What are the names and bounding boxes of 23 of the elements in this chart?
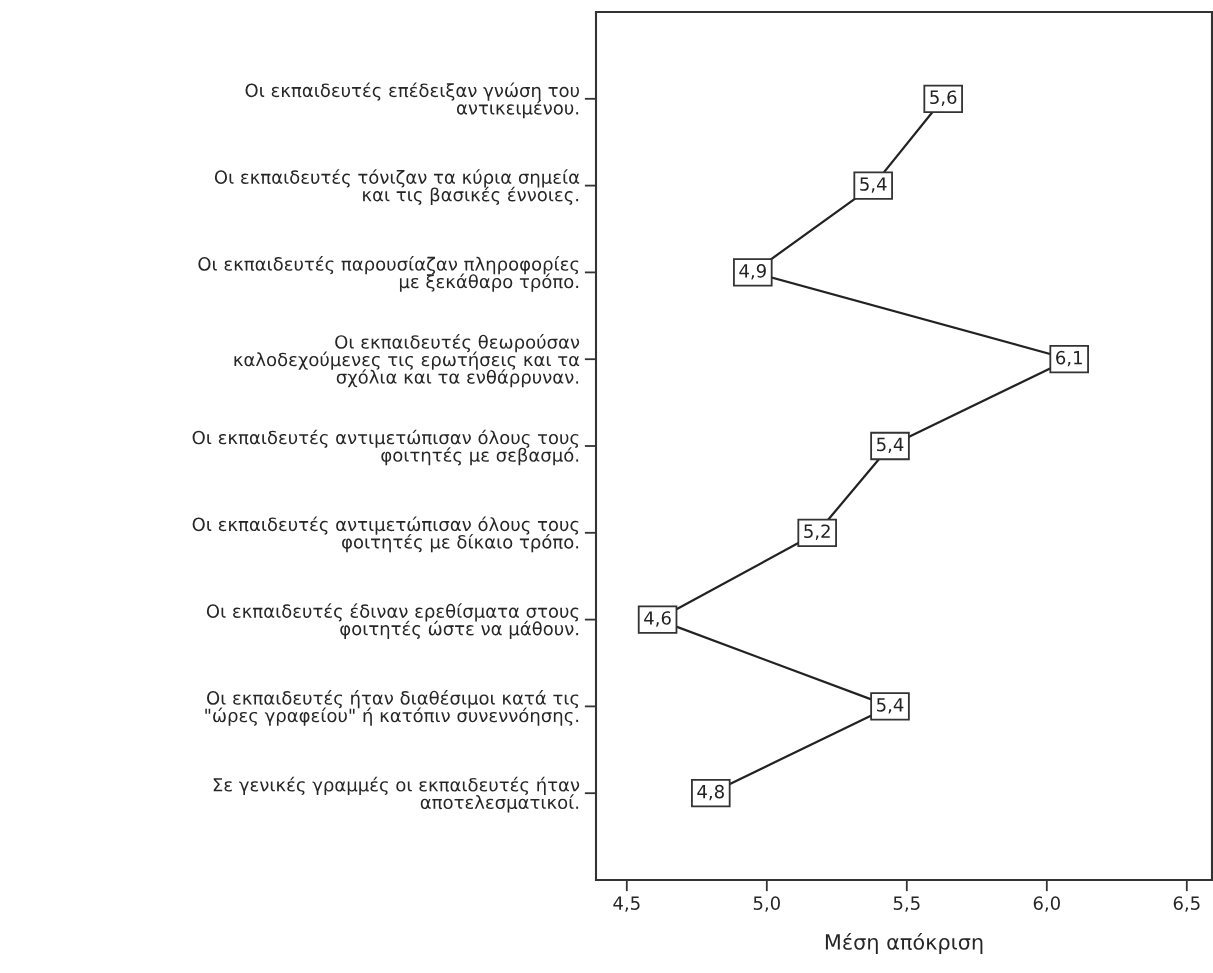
y-tick-label: Οι εκπαιδευτές αντιμετώπισαν όλους τους φοιτητές με σεβασμό.: [192, 429, 579, 466]
x-tick-label: 6,0: [1033, 896, 1060, 912]
data-label: 6,1: [1056, 350, 1082, 367]
y-tick-label: Οι εκπαιδευτές θεωρούσαν καλοδεχούμενες τις ερωτήσεις και τα σχόλια και τα ενθάρρυναν.: [234, 334, 580, 388]
y-tick-label: Οι εκπαιδευτές επέδειξαν γνώση του αντικειμένου.: [245, 82, 579, 119]
y-tick-label: Οι εκπαιδευτές τόνιζαν τα κύρια σημεία και τις βασικές έννοιες.: [214, 169, 580, 206]
y-tick-label: Οι εκπαιδευτές ήταν διαθέσιμοι κατά τις "ώρες γραφείου" ή κατόπιν συνεννόησης.: [205, 690, 579, 726]
data-label: 4,8: [697, 784, 724, 801]
data-label: 5,4: [877, 437, 904, 454]
x-axis-title: Μέση απόκριση: [825, 932, 983, 954]
data-label: 5,2: [804, 524, 830, 540]
y-tick-label: Οι εκπαιδευτές αντιμετώπισαν όλους τους φοιτητές με δίκαιο τρόπο.: [192, 516, 579, 553]
x-tick-label: 4,5: [613, 896, 640, 912]
y-tick-label: Οι εκπαιδευτές έδιναν ερεθίσματα στους φοιτητές ώστε να μάθουν.: [206, 603, 579, 640]
data-label: 5,4: [860, 177, 887, 193]
data-label: 4,9: [739, 263, 766, 280]
y-tick-label: Σε γενικές γραμμές οι εκπαιδευτές ήταν αποτελεσματικοί.: [213, 776, 580, 813]
x-tick-label: 5,5: [893, 896, 920, 912]
x-tick-label: 6,5: [1173, 896, 1200, 912]
data-label: 5,4: [877, 698, 904, 714]
y-tick-label: Οι εκπαιδευτές παρουσίαζαν πληροφορίες με ξεκάθαρο τρόπο.: [198, 256, 579, 292]
x-tick-label: 5,0: [753, 896, 780, 912]
data-label: 5,6: [930, 90, 957, 106]
